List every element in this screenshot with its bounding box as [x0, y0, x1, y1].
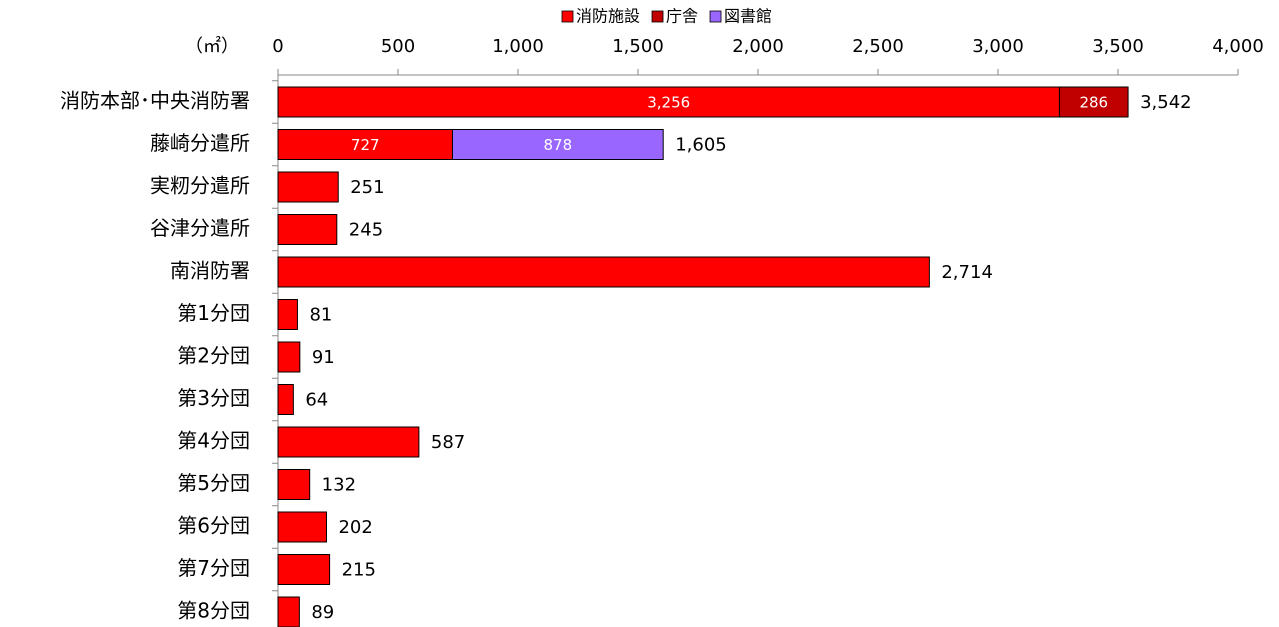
- y-tick-label: 第3分団: [177, 386, 250, 410]
- bar-segment: [277, 469, 311, 500]
- legend-label: 庁舎: [666, 7, 698, 26]
- bar-segment: [451, 129, 664, 160]
- total-label: 245: [349, 220, 383, 241]
- x-tick-label: 0: [272, 36, 283, 57]
- x-tick-label: 1,500: [612, 36, 664, 57]
- total-label: 81: [309, 305, 332, 326]
- y-tick-label: 消防本部･中央消防署: [60, 89, 250, 113]
- total-label: 251: [350, 177, 384, 198]
- total-label: 202: [338, 517, 372, 538]
- x-tick-label: 3,000: [972, 36, 1024, 57]
- total-label: 3,542: [1140, 92, 1192, 113]
- legend-swatch: [651, 10, 664, 23]
- y-tick-label: 南消防署: [170, 259, 250, 283]
- total-label: 89: [311, 602, 334, 623]
- y-tick-label: 第7分団: [177, 556, 250, 580]
- y-tick-label: 第2分団: [177, 344, 250, 368]
- total-label: 91: [312, 347, 335, 368]
- total-label: 2,714: [941, 262, 993, 283]
- bar-segment: [277, 596, 300, 627]
- bar-segment: [277, 171, 339, 203]
- bar-segment: [277, 129, 453, 160]
- bar-segment: [277, 341, 301, 373]
- value-label: 727: [351, 136, 380, 154]
- x-tick-label: 4,000: [1212, 36, 1264, 57]
- bar-segment: [277, 214, 338, 245]
- total-label: 1,605: [675, 135, 727, 156]
- legend-label: 消防施設: [576, 7, 640, 26]
- x-tick-label: 1,000: [492, 36, 544, 57]
- total-label: 215: [342, 560, 376, 581]
- bar-segment: [1058, 86, 1129, 118]
- x-tick-label: 3,500: [1092, 36, 1144, 57]
- bar-segment: [277, 426, 420, 458]
- x-tick-label: 2,000: [732, 36, 784, 57]
- y-tick-label: 第6分団: [177, 514, 250, 538]
- legend-label: 図書館: [724, 7, 772, 26]
- value-label: 878: [544, 136, 573, 154]
- x-tick-label: 2,500: [852, 36, 904, 57]
- unit-label: （㎡）: [185, 35, 239, 57]
- value-label: 286: [1079, 94, 1108, 112]
- legend-swatch: [709, 10, 722, 23]
- y-tick-label: 藤崎分遣所: [150, 131, 250, 155]
- bar-segment: [277, 384, 294, 415]
- y-tick-label: 実籾分遣所: [150, 174, 250, 198]
- legend-swatch: [561, 10, 574, 23]
- y-tick-label: 第5分団: [177, 471, 250, 495]
- y-tick-label: 第4分団: [177, 429, 250, 453]
- y-tick-label: 第8分団: [177, 599, 250, 623]
- bar-segment: [277, 86, 1060, 118]
- total-label: 64: [305, 390, 328, 411]
- y-tick-label: 第1分団: [177, 301, 250, 325]
- y-tick-label: 谷津分遣所: [150, 216, 250, 240]
- bar-segment: [277, 299, 298, 330]
- x-tick-label: 500: [381, 36, 415, 57]
- total-label: 132: [322, 475, 356, 496]
- value-label: 3,256: [647, 94, 690, 112]
- bar-segment: [277, 256, 930, 288]
- bar-segment: [277, 554, 331, 585]
- bar-segment: [277, 511, 327, 543]
- total-label: 587: [431, 432, 465, 453]
